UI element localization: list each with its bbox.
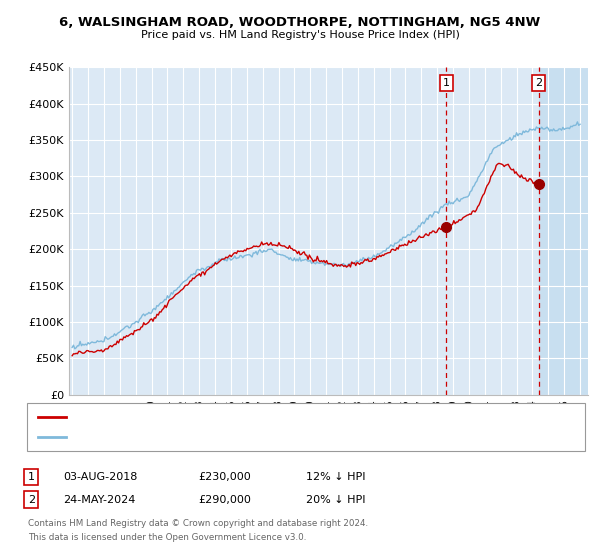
Text: 2: 2 [28,494,35,505]
Text: £290,000: £290,000 [198,494,251,505]
Text: 20% ↓ HPI: 20% ↓ HPI [306,494,365,505]
Text: 6, WALSINGHAM ROAD, WOODTHORPE, NOTTINGHAM, NG5 4NW: 6, WALSINGHAM ROAD, WOODTHORPE, NOTTINGH… [59,16,541,29]
Text: 03-AUG-2018: 03-AUG-2018 [63,472,137,482]
Text: 24-MAY-2024: 24-MAY-2024 [63,494,136,505]
Bar [539,67,596,395]
Text: Contains HM Land Registry data © Crown copyright and database right 2024.: Contains HM Land Registry data © Crown c… [28,519,368,528]
Text: Price paid vs. HM Land Registry's House Price Index (HPI): Price paid vs. HM Land Registry's House … [140,30,460,40]
Text: 12% ↓ HPI: 12% ↓ HPI [306,472,365,482]
Text: 1: 1 [28,472,35,482]
Text: 2: 2 [535,78,542,88]
Text: This data is licensed under the Open Government Licence v3.0.: This data is licensed under the Open Gov… [28,533,307,542]
Text: £230,000: £230,000 [198,472,251,482]
Text: 1: 1 [443,78,450,88]
Text: 6, WALSINGHAM ROAD, WOODTHORPE, NOTTINGHAM, NG5 4NW (detached house): 6, WALSINGHAM ROAD, WOODTHORPE, NOTTINGH… [72,412,486,422]
Text: HPI: Average price, detached house, Gedling: HPI: Average price, detached house, Gedl… [72,432,295,442]
